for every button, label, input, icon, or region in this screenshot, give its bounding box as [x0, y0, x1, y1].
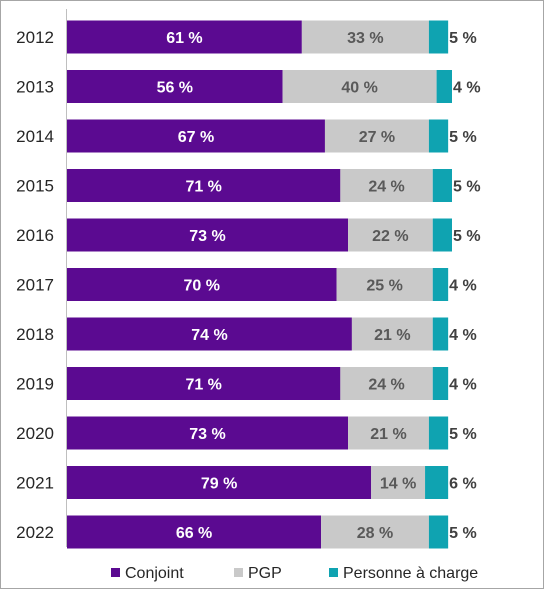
bar-segment-personne-charge — [436, 70, 452, 103]
data-label: 5 % — [449, 426, 477, 443]
bar-segment-pgp — [340, 367, 433, 400]
bar-segment-conjoint — [67, 466, 372, 499]
y-tick-label: 2019 — [16, 375, 54, 394]
data-label: 4 % — [449, 327, 477, 344]
bar-segment-personne-charge — [432, 317, 449, 351]
data-label: 21 % — [374, 327, 410, 344]
data-label: 24 % — [368, 377, 404, 394]
data-label: 4 % — [449, 278, 477, 295]
data-label: 25 % — [366, 278, 402, 295]
bar-segment-conjoint — [67, 169, 341, 202]
bar-segment-personne-charge — [432, 367, 449, 400]
data-label: 22 % — [372, 228, 408, 245]
bar-segment-personne-charge — [428, 20, 449, 54]
data-label: 24 % — [368, 179, 404, 196]
bar-segment-conjoint — [67, 119, 325, 153]
bar-segment-personne-charge — [428, 119, 449, 153]
legend-swatch — [234, 568, 243, 577]
data-label: 5 % — [449, 525, 477, 542]
bar-segment-conjoint — [67, 70, 283, 103]
bar-segment-conjoint — [67, 20, 302, 54]
bar-segment-pgp — [324, 119, 429, 153]
bar-segment-personne-charge — [428, 515, 449, 549]
bar-segment-conjoint — [67, 218, 349, 252]
y-tick-label: 2018 — [16, 325, 54, 344]
legend-label: Personne à charge — [343, 565, 478, 582]
legend-label: PGP — [248, 565, 282, 582]
y-tick-label: 2022 — [16, 523, 54, 542]
y-tick-label: 2013 — [16, 78, 54, 97]
y-tick-label: 2012 — [16, 28, 54, 47]
data-label: 4 % — [453, 80, 481, 97]
bar-segment-conjoint — [67, 416, 349, 450]
y-tick-label: 2015 — [16, 177, 54, 196]
data-label: 73 % — [189, 228, 225, 245]
data-label: 5 % — [449, 129, 477, 146]
data-label: 5 % — [453, 179, 481, 196]
data-label: 6 % — [449, 476, 477, 493]
bar-segment-pgp — [371, 466, 426, 499]
data-label: 27 % — [359, 129, 395, 146]
data-label: 71 % — [185, 179, 221, 196]
data-label: 5 % — [449, 30, 477, 47]
data-label: 33 % — [347, 30, 383, 47]
data-label: 66 % — [176, 525, 212, 542]
bar-segment-personne-charge — [432, 218, 452, 252]
data-label: 14 % — [380, 476, 416, 493]
bar-segment-conjoint — [67, 367, 341, 400]
bar-segment-personne-charge — [428, 416, 449, 450]
bar-segment-conjoint — [67, 515, 322, 549]
bar-segment-pgp — [351, 317, 433, 351]
data-label: 5 % — [453, 228, 481, 245]
y-tick-label: 2020 — [16, 424, 54, 443]
data-label: 71 % — [185, 377, 221, 394]
legend-label: Conjoint — [125, 565, 184, 582]
data-label: 4 % — [449, 377, 477, 394]
bar-segment-conjoint — [67, 268, 337, 301]
data-label: 61 % — [166, 30, 202, 47]
bar-segment-pgp — [348, 416, 429, 450]
bar-segment-pgp — [321, 515, 429, 549]
bar-segment-personne-charge — [432, 169, 452, 202]
bar-segment-pgp — [348, 218, 433, 252]
y-tick-label: 2016 — [16, 226, 54, 245]
bar-segment-pgp — [282, 70, 437, 103]
data-label: 79 % — [201, 476, 237, 493]
data-label: 73 % — [189, 426, 225, 443]
bar-segment-pgp — [336, 268, 433, 301]
bar-segment-pgp — [301, 20, 429, 54]
legend-swatch — [111, 568, 120, 577]
data-label: 28 % — [357, 525, 393, 542]
bar-segment-personne-charge — [425, 466, 449, 499]
y-tick-label: 2021 — [16, 474, 54, 493]
bar-segment-conjoint — [67, 317, 352, 351]
bar-segment-pgp — [340, 169, 433, 202]
data-label: 21 % — [370, 426, 406, 443]
legend-swatch — [329, 568, 338, 577]
data-label: 56 % — [157, 80, 193, 97]
y-tick-label: 2014 — [16, 127, 54, 146]
data-label: 67 % — [178, 129, 214, 146]
y-tick-label: 2017 — [16, 276, 54, 295]
bar-segment-personne-charge — [432, 268, 449, 301]
data-label: 70 % — [184, 278, 220, 295]
data-label: 74 % — [191, 327, 227, 344]
data-label: 40 % — [341, 80, 377, 97]
